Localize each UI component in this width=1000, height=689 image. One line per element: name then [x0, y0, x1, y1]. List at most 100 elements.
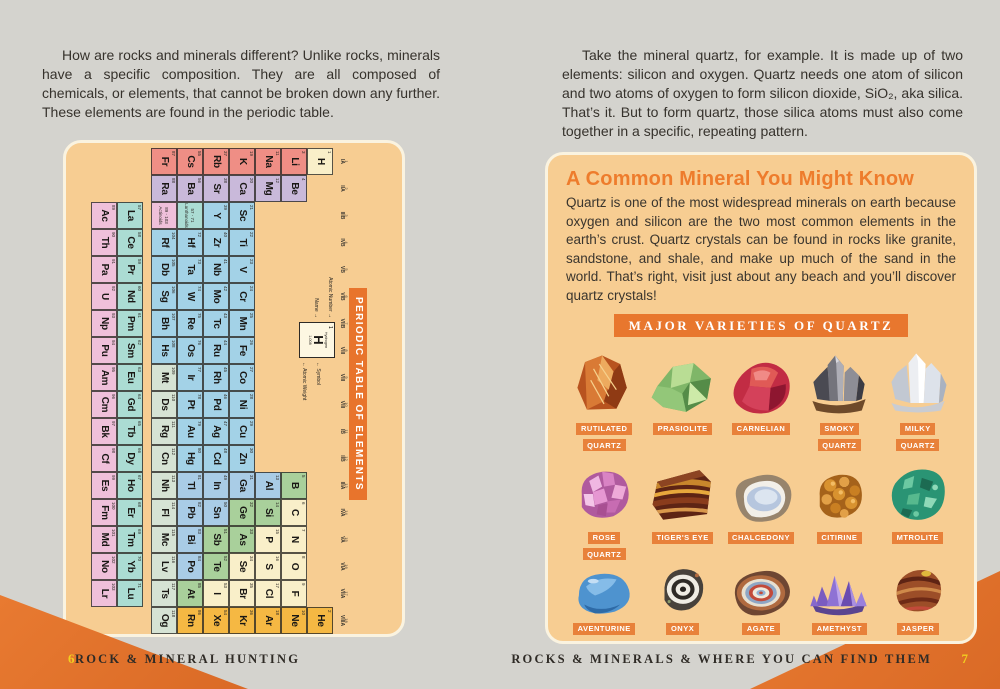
periodic-table-title-banner: PERIODIC TABLE OF ELEMENTS [349, 288, 367, 500]
left-running-footer: ROCK & MINERAL HUNTING [75, 652, 301, 666]
element-tile-Sc: 21 Sc [229, 202, 255, 229]
element-tile-Hf: 72 Hf [177, 229, 203, 256]
element-tile-Pd: 46 Pd [203, 391, 229, 418]
mineral-label-chip: MILKY [900, 422, 936, 435]
group-label: 5 VB [338, 266, 349, 273]
element-tile-Ir: 77 Ir [177, 364, 203, 391]
element-tile-Bh: 107 Bh [151, 310, 177, 337]
group-label: 2 IIA [338, 185, 349, 192]
group-label: 7 VIIB [338, 318, 349, 329]
mineral-cell: AGATE [723, 561, 799, 636]
element-tile-Sm: 62 Sm [117, 337, 143, 364]
element-tile-He: 2 He [307, 607, 333, 634]
element-tile-Db: 105 Db [151, 256, 177, 283]
mineral-cell: CARNELIAN [723, 343, 799, 452]
mineral-label-chip: RUTILATED [576, 422, 632, 435]
group-label: 1 IA [338, 159, 349, 164]
element-tile-Es: 99 Es [91, 472, 117, 499]
prasiolite-illustration [644, 343, 720, 417]
group-label: 10 VIII [338, 400, 349, 409]
periodic-table-panel: PERIODIC TABLE OF ELEMENTS 1 H 2 He 3 Li 4 Be 5 B… [63, 140, 405, 637]
element-tile-Tc: 43 Tc [203, 310, 229, 337]
mineral-label-chip: QUARTZ [817, 439, 862, 451]
element-tile-Bk: 97 Bk [91, 418, 117, 445]
element-tile-Ti: 22 Ti [229, 229, 255, 256]
milky-quartz-illustration [880, 343, 956, 417]
rose-quartz-illustration [566, 452, 642, 526]
element-tile-Rf: 104 Rf [151, 229, 177, 256]
element-tile-Md: 101 Md [91, 526, 117, 553]
element-tile-Nh: 113 Nh [151, 472, 177, 499]
mineral-cell: AMETHYST [801, 561, 877, 636]
mineral-label-chip: ROSE [588, 531, 621, 544]
mineral-cell: SMOKY QUARTZ [801, 343, 877, 452]
element-tile-Xe: 54 Xe [203, 607, 229, 634]
carnelian-illustration [723, 343, 799, 417]
mineral-label-chip: CHALCEDONY [727, 531, 795, 544]
feature-box-body: Quartz is one of the most widespread min… [566, 195, 956, 303]
element-tile-As: 33 As [229, 526, 255, 553]
group-label: 3 IIIB [338, 211, 349, 220]
element-tile-Tl: 81 Tl [177, 472, 203, 499]
group-label: 9 VIII [338, 373, 349, 382]
legend-example-tile: 1 Hydrogen H 1.008 [299, 322, 335, 358]
mineral-label-chip: QUARTZ [582, 548, 626, 560]
element-tile-Cd: 48 Cd [203, 445, 229, 472]
element-tile-Eu: 63 Eu [117, 364, 143, 391]
element-tile-Ts: 117 Ts [151, 580, 177, 607]
element-tile-Ds: 110 Ds [151, 391, 177, 418]
element-tile-V: 23 V [229, 256, 255, 283]
element-tile-Os: 76 Os [177, 337, 203, 364]
element-tile-Ra: 88 Ra [151, 175, 177, 202]
mineral-cell: RUTILATED QUARTZ [566, 343, 642, 452]
element-tile-U: 92 U [91, 283, 117, 310]
mineral-label-chip: CITIRINE [816, 531, 862, 544]
element-tile-Cs: 55 Cs [177, 148, 203, 175]
element-tile-Fr: 87 Fr [151, 148, 177, 175]
element-tile-Mc: 115 Mc [151, 526, 177, 553]
element-tile-Au: 79 Au [177, 418, 203, 445]
page-number-right: 7 [961, 651, 969, 666]
mineral-label-chip: CARNELIAN [732, 422, 790, 435]
element-tile-Sb: 51 Sb [203, 526, 229, 553]
series-placeholder-tile: 57 - 71 Lanthanoids [177, 202, 203, 229]
element-tile-Al: 13 Al [255, 472, 281, 499]
group-label: 11 IB [338, 429, 349, 434]
series-placeholder-tile: 89 - 103 Actinoids [151, 202, 177, 229]
element-tile-Bi: 83 Bi [177, 526, 203, 553]
left-intro-paragraph: How are rocks and minerals different? Un… [42, 46, 440, 122]
element-tile-Ta: 73 Ta [177, 256, 203, 283]
element-tile-Am: 95 Am [91, 364, 117, 391]
element-tile-Ne: 10 Ne [281, 607, 307, 634]
element-tile-Yb: 70 Yb [117, 553, 143, 580]
element-tile-Og: 118 Og [151, 607, 177, 634]
element-tile-Ac: 89 Ac [91, 202, 117, 229]
mineral-label-chip: JASPER [896, 622, 939, 635]
element-tile-In: 49 In [203, 472, 229, 499]
element-tile-Tb: 65 Tb [117, 418, 143, 445]
right-intro-text: Take the mineral quartz, for example. It… [562, 47, 963, 139]
mineral-cell: ONYX [644, 561, 720, 636]
element-tile-Ce: 58 Ce [117, 229, 143, 256]
element-tile-I: 53 I [203, 580, 229, 607]
element-tile-Cn: 112 Cn [151, 445, 177, 472]
element-tile-S: 16 S [255, 553, 281, 580]
jasper-illustration [880, 561, 956, 617]
left-intro-text: How are rocks and minerals different? Un… [42, 47, 440, 120]
element-tile-Cr: 24 Cr [229, 283, 255, 310]
element-tile-Si: 14 Si [255, 499, 281, 526]
group-label: 14 IVA [338, 508, 349, 517]
mineral-cell: PRASIOLITE [644, 343, 720, 452]
element-tile-Mo: 42 Mo [203, 283, 229, 310]
rutilated-quartz-illustration [566, 343, 642, 417]
element-tile-Pr: 59 Pr [117, 256, 143, 283]
element-tile-P: 15 P [255, 526, 281, 553]
element-tile-Ge: 32 Ge [229, 499, 255, 526]
group-label: 15 VA [338, 536, 349, 543]
element-tile-At: 85 At [177, 580, 203, 607]
element-tile-Li: 3 Li [281, 148, 307, 175]
element-tile-Mg: 12 Mg [255, 175, 281, 202]
